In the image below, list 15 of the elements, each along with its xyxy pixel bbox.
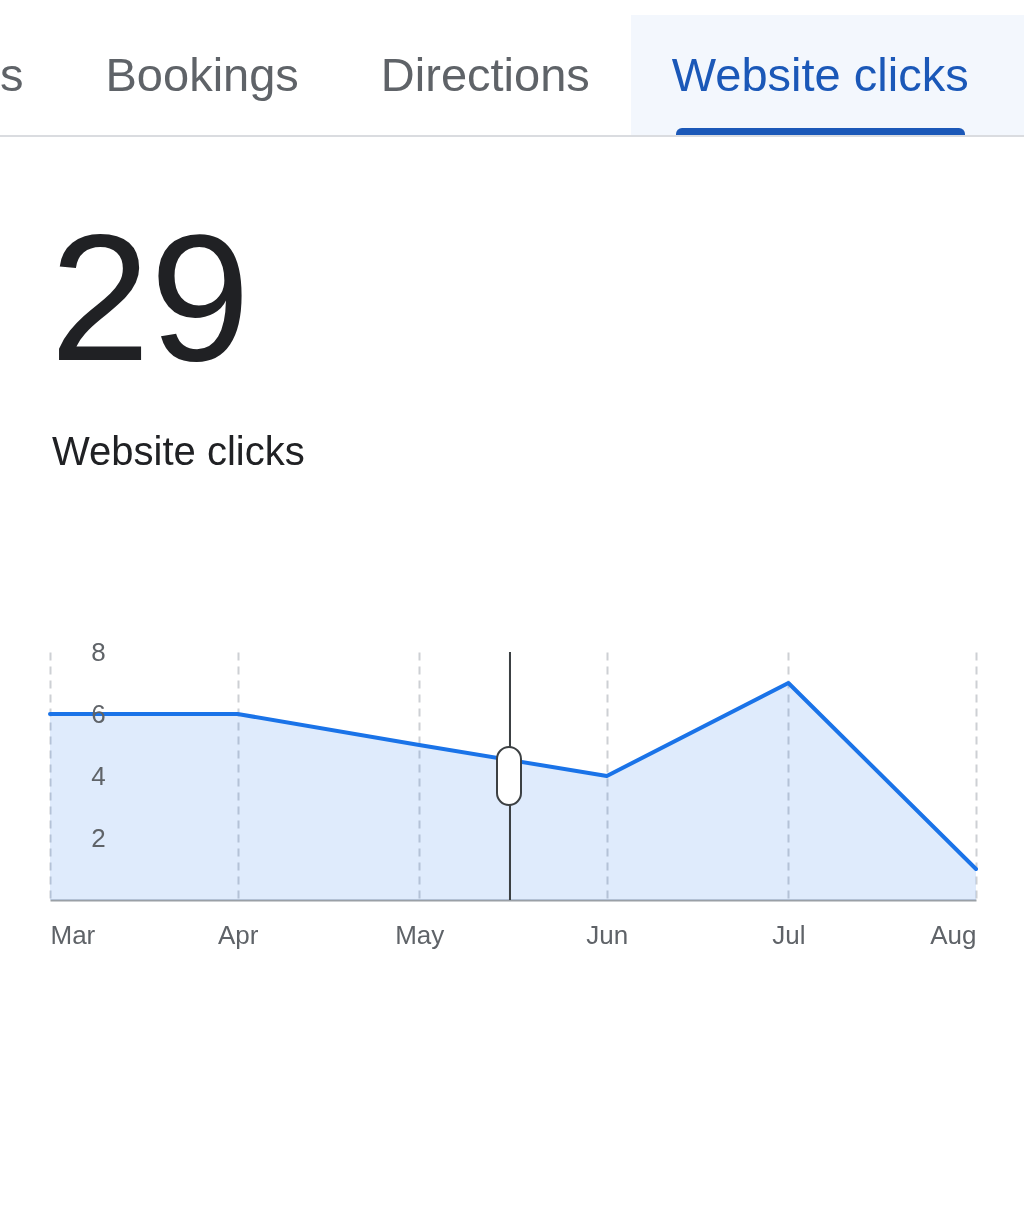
chart-subtitle: Website clicks: [52, 429, 306, 473]
text: Website clicks: [671, 47, 969, 103]
x-tick-label: Aug: [930, 919, 977, 950]
y-tick-label: 8: [91, 636, 106, 667]
text: Bookings: [105, 47, 299, 103]
text: s: [0, 47, 24, 103]
x-tick-label: Mar: [50, 919, 96, 950]
chart-title: 29: [50, 197, 251, 398]
x-tick-label: Jun: [586, 919, 629, 950]
x-tick-label: May: [395, 919, 445, 950]
x-tick-label: Apr: [217, 919, 259, 950]
x-tick-label: Jul: [772, 919, 806, 950]
y-tick-label: 2: [91, 822, 106, 853]
y-tick-label: 4: [91, 760, 106, 791]
text: Directions: [380, 47, 590, 103]
